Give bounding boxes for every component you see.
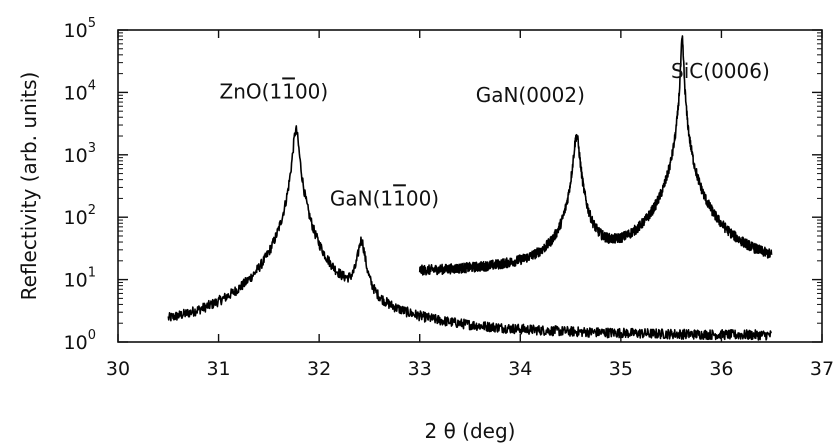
plot-border <box>117 29 823 343</box>
y-tick-label: 100 <box>64 328 96 354</box>
y-tick-label: 105 <box>64 16 96 42</box>
plot-frame <box>117 29 823 343</box>
peak-label: ZnO(1100) <box>220 79 329 103</box>
x-tick-label: 34 <box>508 358 532 380</box>
x-tick-label: 35 <box>609 358 633 380</box>
y-axis-label: Reflectivity (arb. units) <box>17 72 41 301</box>
x-axis-label: 2 θ (deg) <box>425 419 516 443</box>
x-tick-label: 31 <box>206 358 230 380</box>
series-line-1 <box>167 125 773 341</box>
y-tick-label: 104 <box>64 78 96 104</box>
peak-annotations: ZnO(1100) GaN(1100) GaN(0002) SiC(0006) <box>220 59 770 210</box>
x-tick-label: 37 <box>810 358 834 380</box>
x-tick-label: 32 <box>307 358 331 380</box>
peak-label: GaN(1100) <box>330 186 439 210</box>
x-tick-label: 33 <box>408 358 432 380</box>
x-tick-label: 36 <box>709 358 733 380</box>
y-tick-label: 102 <box>64 203 96 229</box>
series-layer <box>167 35 773 341</box>
series-line-2 <box>418 35 773 276</box>
y-axis: 100 101 102 103 104 105 <box>64 16 822 354</box>
peak-label: GaN(0002) <box>476 83 585 107</box>
x-tick-label: 30 <box>106 358 130 380</box>
peak-label: SiC(0006) <box>671 59 770 83</box>
y-tick-label: 101 <box>64 266 96 292</box>
x-axis: 30 31 32 33 34 35 36 37 <box>106 30 834 380</box>
y-tick-label: 103 <box>64 141 96 167</box>
